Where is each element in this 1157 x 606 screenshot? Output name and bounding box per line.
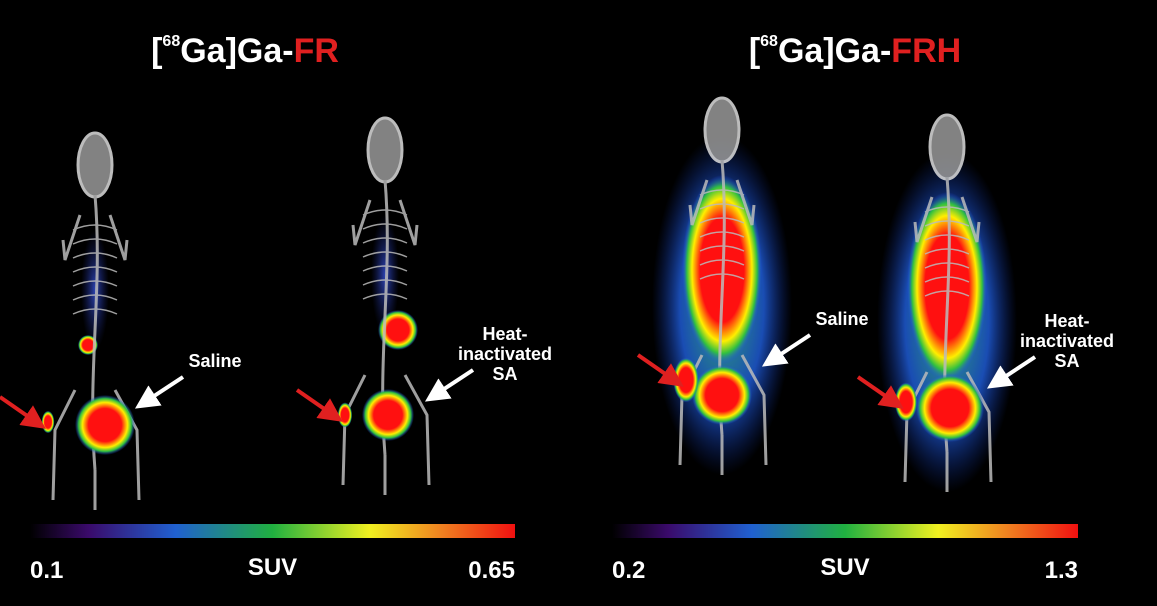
annotation-label: Saline: [188, 351, 241, 371]
annotation-label: Saline: [815, 309, 868, 329]
rib: [362, 237, 408, 244]
rib: [924, 262, 970, 269]
rib: [72, 238, 118, 245]
title-rest: Ga]Ga-: [180, 32, 293, 70]
leg: [740, 354, 768, 466]
annotation-label: SA: [1054, 351, 1079, 371]
rib: [72, 224, 118, 231]
rib: [699, 231, 745, 238]
colorbar: [612, 524, 1078, 538]
spine-uptake: [81, 230, 109, 350]
colorbar-max: 0.65: [468, 557, 515, 584]
bladder-uptake: [916, 374, 984, 442]
red-arrow: [0, 395, 46, 429]
rib: [72, 266, 118, 273]
colorbar-min: 0.1: [30, 557, 63, 584]
rib: [699, 273, 745, 280]
title-bracket: [: [151, 32, 162, 70]
rib: [362, 251, 408, 258]
infection-uptake: [894, 382, 918, 422]
infection-uptake: [337, 402, 353, 428]
panel-title: [68Ga]Ga-FR: [151, 32, 339, 70]
skull: [703, 96, 741, 164]
colorbar: [30, 524, 515, 538]
arm: [688, 179, 709, 226]
bladder-uptake: [692, 365, 752, 425]
skull: [366, 116, 404, 184]
rib: [72, 252, 118, 259]
kidney-uptake: [378, 310, 418, 350]
annotation-label: inactivated: [458, 344, 552, 364]
colorbar-max: 1.3: [1045, 557, 1078, 584]
rib: [699, 259, 745, 266]
arm: [398, 199, 419, 246]
rib: [362, 209, 408, 216]
bladder-uptake: [75, 395, 135, 455]
rib: [699, 217, 745, 224]
colorbar-label: SUV: [820, 554, 869, 581]
leg: [403, 374, 431, 486]
white-arrow: [424, 368, 475, 402]
annotation-label: inactivated: [1020, 331, 1114, 351]
white-arrow: [134, 375, 185, 409]
infection-uptake: [673, 357, 699, 403]
rib: [72, 308, 118, 315]
rib: [362, 223, 408, 230]
annotation-label: SA: [492, 364, 517, 384]
rib: [699, 203, 745, 210]
arm: [351, 199, 372, 246]
leg: [51, 389, 77, 501]
skull: [928, 113, 966, 181]
leg: [341, 374, 367, 486]
rib: [924, 290, 970, 297]
arm: [913, 196, 934, 243]
spine-uptake: [371, 215, 399, 335]
title-rest: Ga]Ga-: [778, 32, 891, 70]
bladder-uptake: [362, 389, 414, 441]
rib: [924, 220, 970, 227]
arm: [735, 179, 756, 226]
rib: [72, 294, 118, 301]
white-arrow: [761, 333, 812, 367]
rib: [924, 234, 970, 241]
rib: [362, 265, 408, 272]
colorbar-min: 0.2: [612, 557, 645, 584]
red-arrow: [636, 353, 684, 387]
title-bracket: [: [749, 32, 760, 70]
arm: [960, 196, 981, 243]
title-isotope: 68: [760, 33, 778, 50]
panel-title: [68Ga]Ga-FRH: [749, 32, 961, 70]
skull: [76, 131, 114, 199]
rib: [362, 293, 408, 300]
annotation-label: Heat-: [482, 324, 527, 344]
infection-uptake: [41, 410, 55, 434]
rib: [72, 280, 118, 287]
title-agent: FR: [294, 32, 339, 70]
rib: [362, 279, 408, 286]
arm: [61, 214, 82, 261]
rib: [924, 276, 970, 283]
rib: [924, 248, 970, 255]
white-arrow: [986, 355, 1037, 389]
rib: [699, 245, 745, 252]
title-isotope: 68: [162, 33, 180, 50]
arm: [108, 214, 129, 261]
annotation-label: Heat-: [1044, 311, 1089, 331]
title-agent: FRH: [891, 32, 961, 70]
colorbar-label: SUV: [248, 554, 297, 581]
red-arrow: [295, 388, 343, 422]
red-arrow: [856, 375, 904, 409]
